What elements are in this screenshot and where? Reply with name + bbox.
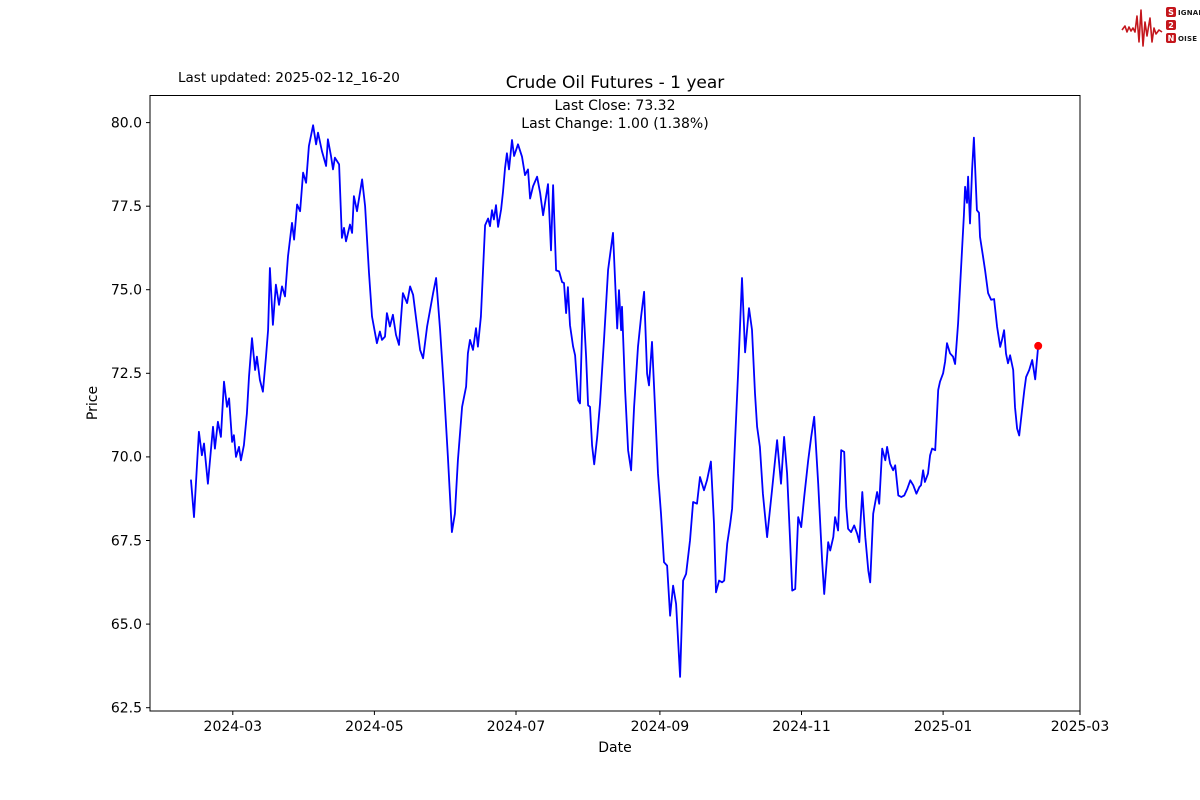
x-tick-label: 2024-09 xyxy=(631,719,690,735)
x-tick-label: 2024-05 xyxy=(345,719,404,735)
y-axis-label: Price xyxy=(85,386,101,420)
chart-title: Crude Oil Futures - 1 year xyxy=(506,73,725,93)
price-line xyxy=(190,124,1040,678)
y-tick-label: 70.0 xyxy=(111,450,142,466)
y-tick-label: 62.5 xyxy=(111,701,142,717)
x-tick-label: 2024-03 xyxy=(204,719,263,735)
last-updated-text: Last updated: 2025-02-12_16-20 xyxy=(178,70,400,86)
signal2noise-logo: S IGNAL 2 N OISE xyxy=(1121,7,1200,47)
logo-box-2 xyxy=(1166,20,1176,30)
logo-box-n xyxy=(1166,33,1176,43)
y-tick-label: 65.0 xyxy=(111,617,142,633)
x-axis-label: Date xyxy=(598,740,631,756)
y-tick-label: 77.5 xyxy=(111,199,142,215)
logo-letter-n: N xyxy=(1168,34,1175,43)
logo-letter-s: S xyxy=(1168,8,1174,17)
y-tick-label: 80.0 xyxy=(111,115,142,131)
plot-border xyxy=(149,95,1081,712)
chart-subtitle-last-close: Last Close: 73.32 xyxy=(555,98,676,114)
logo-text-oise: OISE xyxy=(1178,35,1197,43)
x-tick-label: 2024-07 xyxy=(487,719,546,735)
chart-subtitle-last-change: Last Change: 1.00 (1.38%) xyxy=(521,116,708,132)
y-tick-label: 75.0 xyxy=(111,283,142,299)
waveform-icon xyxy=(1121,9,1163,47)
x-tick-label: 2025-01 xyxy=(914,719,973,735)
logo-text-ignal: IGNAL xyxy=(1178,9,1200,17)
x-tick-label: 2024-11 xyxy=(772,719,831,735)
last-close-marker xyxy=(1034,341,1043,350)
plot-layer: 2024-03 2024-05 2024-07 2024-09 2024-11 2025-… xyxy=(111,115,1109,735)
y-tick-label: 67.5 xyxy=(111,533,142,549)
y-tick-label: 72.5 xyxy=(111,366,142,382)
logo-letter-2: 2 xyxy=(1168,21,1174,30)
x-tick-label: 2025-03 xyxy=(1051,719,1110,735)
logo-box-s xyxy=(1166,7,1176,17)
